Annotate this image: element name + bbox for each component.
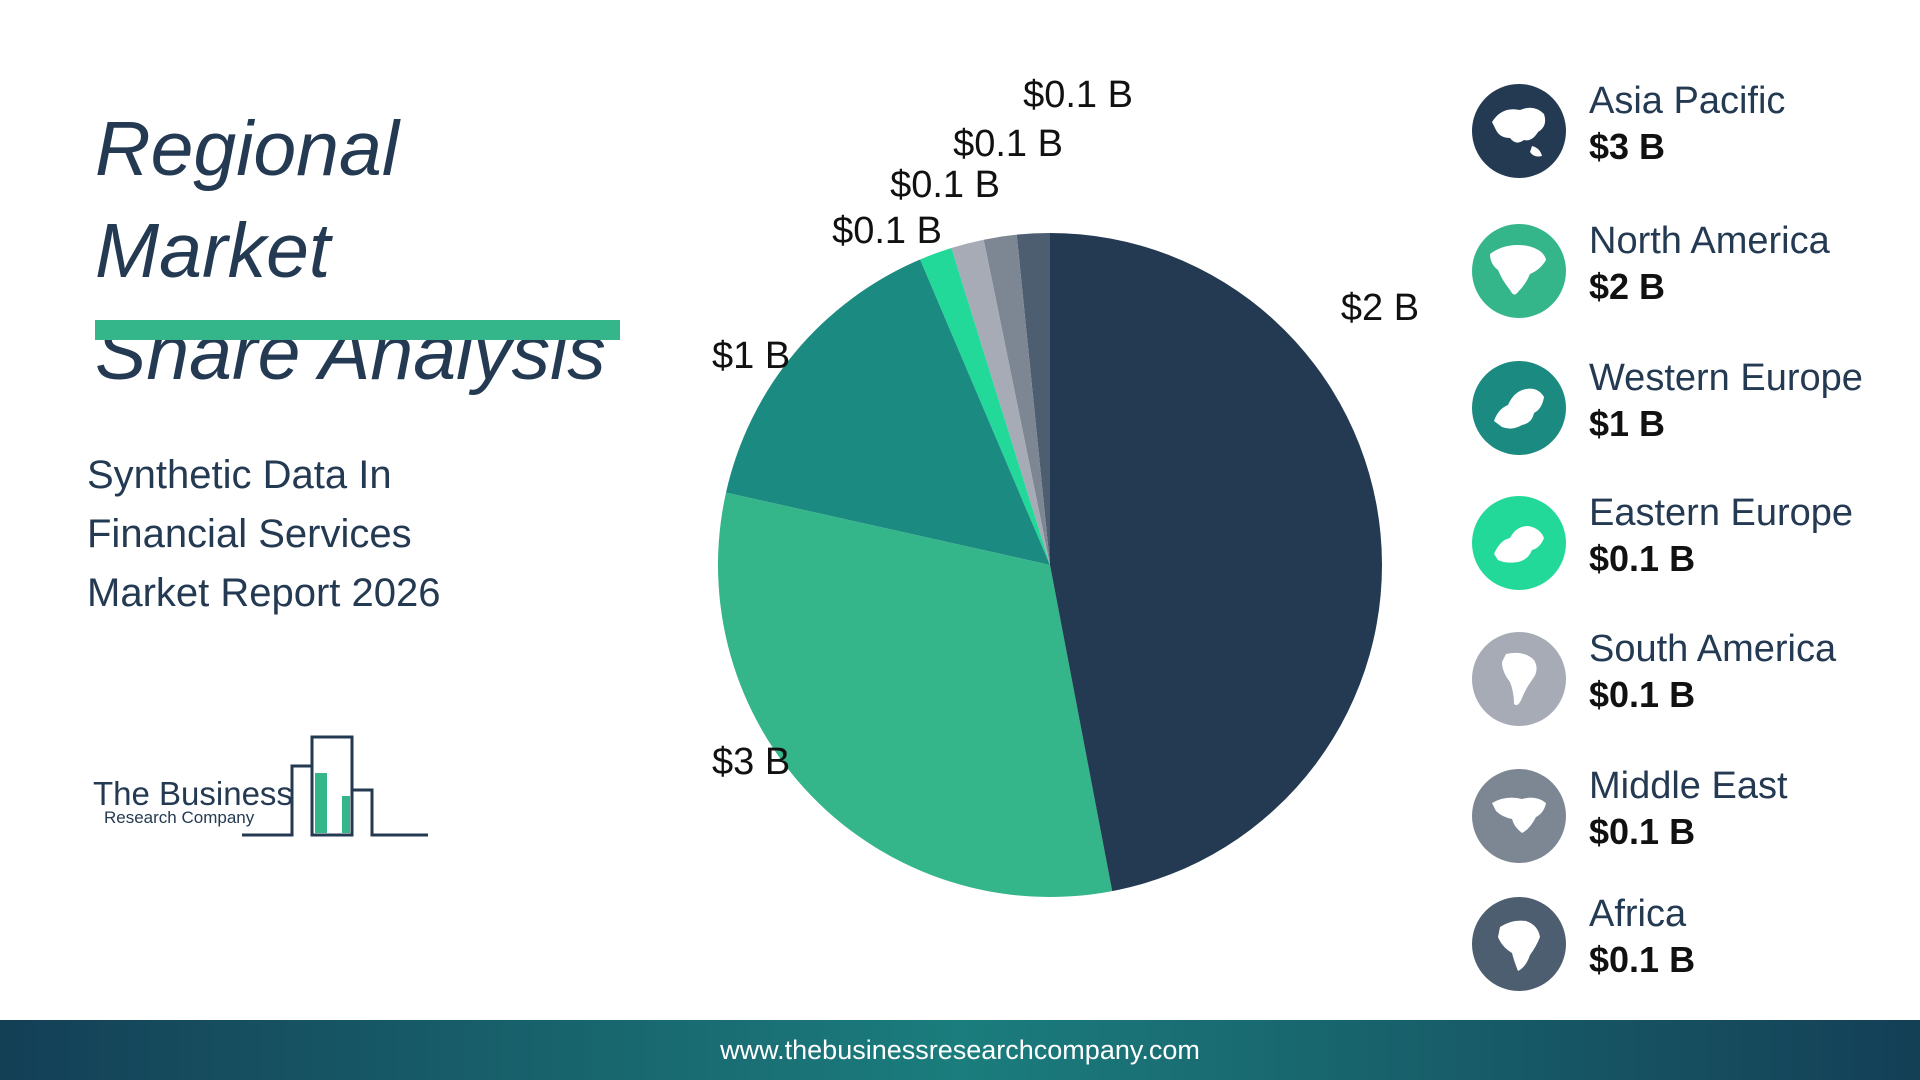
footer-bar: www.thebusinessresearchcompany.com bbox=[0, 1020, 1920, 1080]
logo-text-secondary: Research Company bbox=[104, 808, 255, 827]
pie-label-eastern-europe: $0.1 B bbox=[832, 210, 942, 252]
legend-region-value: $1 B bbox=[1589, 403, 1666, 444]
africa-map-icon bbox=[1472, 897, 1566, 991]
logo-text-primary: The Business bbox=[93, 775, 293, 812]
north-america-map-icon bbox=[1472, 224, 1566, 318]
pie-slice-middle-east bbox=[983, 234, 1050, 565]
pie-slice-south-america bbox=[951, 239, 1050, 565]
south-america-map-icon bbox=[1472, 632, 1566, 726]
pie-chart-svg: $0.1 B$0.1 B$0.1 B$0.1 B$1 B$3 B$2 B bbox=[712, 74, 1419, 897]
legend-region-name: South America bbox=[1589, 628, 1837, 670]
eastern-europe-map-icon bbox=[1472, 496, 1566, 590]
western-europe-map-icon bbox=[1472, 361, 1566, 455]
pie-label-western-europe: $1 B bbox=[712, 335, 790, 377]
legend-region-name: North America bbox=[1589, 220, 1830, 262]
legend-item-middle-east: Middle East $0.1 B bbox=[1472, 765, 1912, 865]
pie-label-asia-pacific: $2 B bbox=[1341, 287, 1419, 329]
legend-region-name: Asia Pacific bbox=[1589, 80, 1786, 122]
legend-region-value: $2 B bbox=[1589, 266, 1666, 307]
title-line-1: Regional Market bbox=[95, 106, 399, 294]
legend-item-north-america: North America $2 B bbox=[1472, 220, 1912, 320]
legend-region-value: $0.1 B bbox=[1589, 939, 1696, 980]
middle-east-map-icon bbox=[1472, 769, 1566, 863]
legend-item-asia-pacific: Asia Pacific $3 B bbox=[1472, 80, 1912, 180]
legend-region-name: Western Europe bbox=[1589, 357, 1863, 399]
logo-buildings-icon bbox=[242, 735, 428, 837]
page-title: Regional Market Share Analysis bbox=[95, 98, 655, 404]
title-line-2: Share Analysis bbox=[95, 310, 606, 396]
pie-slice-eastern-europe bbox=[920, 247, 1050, 566]
pie-label-north-america: $3 B bbox=[712, 741, 790, 783]
legend-item-south-america: South America $0.1 B bbox=[1472, 628, 1912, 728]
legend-region-value: $3 B bbox=[1589, 126, 1666, 167]
title-underline bbox=[95, 320, 620, 340]
subtitle-line-3: Market Report 2026 bbox=[87, 571, 441, 615]
legend-region-name: Eastern Europe bbox=[1589, 492, 1854, 534]
subtitle-line-2: Financial Services bbox=[87, 512, 412, 556]
subtitle-line-1: Synthetic Data In bbox=[87, 453, 392, 497]
pie-label-south-america: $0.1 B bbox=[890, 164, 1000, 206]
pie-slice-north-america bbox=[718, 492, 1113, 897]
legend-region-value: $0.1 B bbox=[1589, 538, 1696, 579]
company-logo: The Business Research Company bbox=[92, 730, 442, 845]
asia-pacific-map-icon bbox=[1472, 84, 1566, 178]
footer-url-link[interactable]: www.thebusinessresearchcompany.com bbox=[720, 1034, 1200, 1065]
pie-label-middle-east: $0.1 B bbox=[953, 123, 1063, 165]
report-subtitle: Synthetic Data In Financial Services Mar… bbox=[87, 446, 607, 623]
pie-slice-africa bbox=[1016, 233, 1050, 565]
pie-label-africa: $0.1 B bbox=[1023, 74, 1133, 116]
legend-item-western-europe: Western Europe $1 B bbox=[1472, 357, 1912, 457]
legend-item-eastern-europe: Eastern Europe $0.1 B bbox=[1472, 492, 1912, 592]
legend-item-africa: Africa $0.1 B bbox=[1472, 893, 1912, 993]
pie-slice-western-europe bbox=[726, 259, 1050, 565]
pie-slice-asia-pacific bbox=[1050, 232, 1383, 892]
legend-region-value: $0.1 B bbox=[1589, 811, 1696, 852]
pie-chart: $0.1 B $0.1 B $0.1 B $0.1 B $1 B $3 B $2 B bbox=[690, 60, 1450, 920]
legend-region-name: Africa bbox=[1589, 893, 1687, 935]
legend-region-name: Middle East bbox=[1589, 765, 1788, 807]
legend-region-value: $0.1 B bbox=[1589, 674, 1696, 715]
